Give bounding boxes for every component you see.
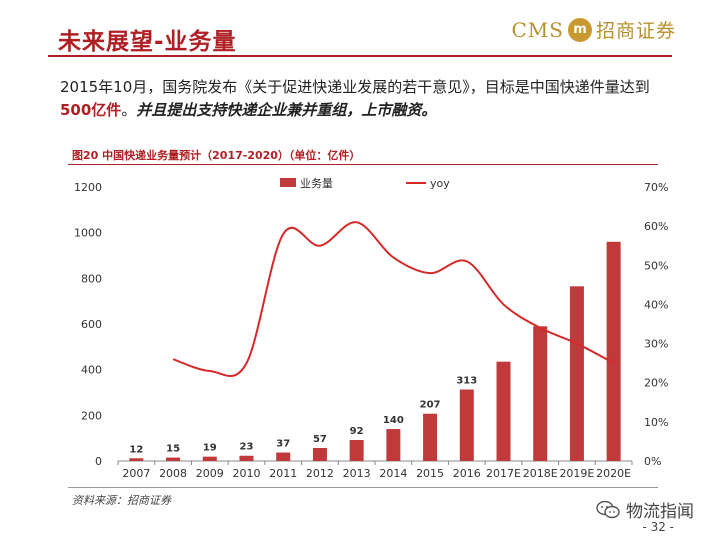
- x-tick-label: 2012: [306, 467, 334, 480]
- x-tick-label: 2015: [416, 467, 444, 480]
- left-tick-label: 1200: [74, 181, 102, 194]
- legend-bar-swatch: [280, 178, 296, 187]
- bar-2011: [276, 452, 291, 461]
- watermark: 物流指闻: [596, 497, 694, 522]
- x-tick-label: 2018E: [523, 467, 558, 480]
- x-tick-label: 2016: [453, 467, 481, 480]
- figure-divider: [68, 164, 658, 165]
- bar-2014: [386, 429, 401, 461]
- intro-text-1: 2015年10月，国务院发布《关于促进快递业发展的若干意见》，目标是中国快递件量…: [60, 78, 650, 96]
- bar-data-label: 140: [383, 415, 404, 426]
- bar-2009: [202, 456, 217, 461]
- x-tick-label: 2010: [233, 467, 261, 480]
- header-divider: [48, 55, 672, 57]
- company-logo: CMS m 招商证券: [512, 16, 677, 43]
- right-tick-label: 30%: [644, 338, 668, 351]
- right-tick-label: 0%: [644, 455, 661, 468]
- bar-data-label: 12: [129, 444, 143, 455]
- x-tick-label: 2017E: [486, 467, 521, 480]
- x-tick-label: 2014: [379, 467, 407, 480]
- intro-paragraph: 2015年10月，国务院发布《关于促进快递业发展的若干意见》，目标是中国快递件量…: [60, 76, 650, 122]
- right-tick-label: 70%: [644, 181, 668, 194]
- bar-2008: [166, 457, 181, 461]
- left-tick-label: 200: [81, 409, 102, 422]
- intro-text-3: 。: [421, 101, 437, 119]
- bar-data-label: 207: [420, 400, 441, 411]
- right-tick-label: 40%: [644, 298, 668, 311]
- right-tick-label: 60%: [644, 220, 668, 233]
- x-tick-label: 2013: [343, 467, 371, 480]
- bar-data-label: 19: [203, 443, 217, 454]
- bar-data-label: 37: [276, 439, 290, 450]
- bar-data-label: 23: [240, 442, 254, 453]
- left-tick-label: 400: [81, 364, 102, 377]
- left-tick-label: 800: [81, 272, 102, 285]
- wechat-icon: [596, 500, 620, 519]
- page-title: 未来展望-业务量: [58, 29, 237, 55]
- bar-2015: [423, 413, 438, 461]
- right-tick-label: 50%: [644, 259, 668, 272]
- yoy-line: [172, 221, 615, 377]
- bar-2017E: [496, 361, 511, 461]
- logo-chinese: 招商证券: [595, 20, 676, 42]
- bar-2012: [312, 447, 327, 461]
- x-tick-label: 2007: [122, 467, 150, 480]
- left-tick-label: 600: [81, 318, 102, 331]
- bar-2016: [459, 389, 474, 461]
- legend-line-label: yoy: [430, 177, 450, 190]
- bar-data-label: 313: [456, 376, 477, 387]
- bar-2020E: [606, 241, 621, 461]
- x-tick-label: 2008: [159, 467, 187, 480]
- x-tick-label: 2009: [196, 467, 224, 480]
- bar-data-label: 92: [350, 426, 364, 437]
- right-tick-label: 20%: [644, 377, 668, 390]
- x-tick-label: 2020E: [596, 467, 631, 480]
- x-tick-label: 2011: [269, 467, 297, 480]
- bar-2018E: [533, 326, 548, 461]
- figure-title: 图20 中国快递业务量预计（2017-2020）（单位：亿件）: [72, 149, 361, 162]
- bar-2010: [239, 455, 254, 461]
- source-note: 资料来源：招商证券: [72, 494, 171, 507]
- intro-highlight: 500亿件: [60, 101, 122, 119]
- bar-data-label: 57: [313, 434, 327, 445]
- x-tick-label: 2019E: [559, 467, 594, 480]
- bar-2019E: [569, 286, 584, 461]
- right-tick-label: 10%: [644, 416, 668, 429]
- bar-2013: [349, 439, 364, 461]
- bar-data-label: 15: [166, 444, 180, 455]
- page-number: - 32 -: [642, 520, 674, 534]
- intro-text-2: 。: [121, 101, 137, 119]
- watermark-text: 物流指闻: [626, 502, 694, 522]
- logo-seal-icon: m: [567, 17, 592, 42]
- left-tick-label: 0: [95, 455, 102, 468]
- left-tick-label: 1000: [74, 227, 102, 240]
- intro-emphasis: 并且提出支持快递企业兼并重组，上市融资: [136, 101, 422, 119]
- logo-latin: CMS: [511, 17, 564, 42]
- legend-bar-label: 业务量: [300, 177, 333, 190]
- source-divider: [68, 487, 658, 488]
- bar-2007: [129, 458, 144, 461]
